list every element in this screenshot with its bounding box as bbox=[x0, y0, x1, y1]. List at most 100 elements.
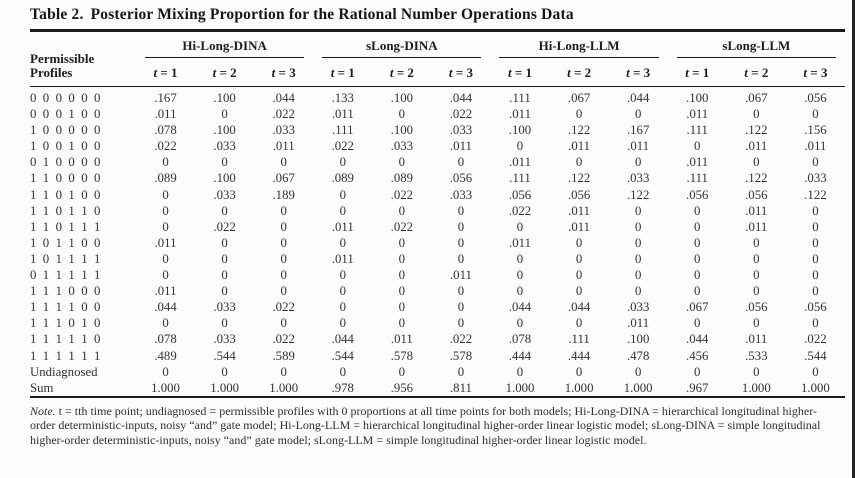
proportion-value-cell: 0 bbox=[753, 235, 760, 250]
proportion-value-cell: 0 bbox=[575, 155, 583, 170]
proportion-value-cell: .067 bbox=[567, 91, 591, 105]
proportion-value-cell: .122 bbox=[567, 171, 591, 186]
table-row: 0 1 1 1 1 1 0 0 0 0 0 .011 0 0 0 0 0 0 bbox=[30, 267, 845, 283]
proportion-value-cell: .033 bbox=[213, 139, 236, 154]
table-row: 0 0 0 0 0 0 .167 .100 .044 .133 .100 .044 .111.… bbox=[30, 87, 845, 107]
proportion-value-cell: .100 bbox=[508, 123, 532, 138]
table-row: 1 1 0 0 0 0 .089 .100 .067 .089 .089 .056 .111.… bbox=[30, 170, 845, 186]
proportion-value-cell: .589 bbox=[272, 348, 295, 363]
t-variable: t bbox=[567, 65, 571, 80]
proportion-value-cell: .100 bbox=[213, 171, 236, 186]
proportion-value-cell: .011 bbox=[686, 107, 709, 122]
proportion-value-cell: 0 bbox=[162, 203, 169, 218]
proportion-value-cell: .100 bbox=[686, 91, 709, 105]
t-variable: t bbox=[330, 65, 335, 80]
proportion-value-cell: .533 bbox=[745, 348, 768, 363]
proportion-value-cell: 0 bbox=[162, 155, 169, 170]
table-number-label: Table 2. bbox=[30, 6, 84, 23]
group-header-slong-llm: sLong-LLM bbox=[668, 32, 845, 58]
profile-cell: 1 1 1 0 1 0 bbox=[30, 316, 102, 331]
proportion-value-cell: .022 bbox=[390, 219, 414, 234]
proportion-value-cell: 0 bbox=[457, 235, 465, 250]
proportion-value-cell: .111 bbox=[686, 123, 708, 138]
profile-cell: 0 1 0 0 0 0 bbox=[30, 155, 102, 170]
proportion-value-cell: .011 bbox=[745, 139, 768, 154]
time-point-header: t = 3 bbox=[431, 58, 491, 87]
note-lead: Note. bbox=[30, 403, 56, 418]
time-point-header: t = 3 bbox=[254, 58, 314, 87]
proportion-value-cell: 0 bbox=[516, 251, 524, 266]
proportion-value-cell: 0 bbox=[162, 219, 169, 234]
group-header-row: Permissible Profiles Hi-Long-DINA sLong-D… bbox=[30, 32, 845, 87]
proportion-value-cell: 0 bbox=[398, 300, 406, 315]
proportion-value-cell: .044 bbox=[449, 91, 473, 105]
proportion-value-cell: .011 bbox=[568, 203, 591, 218]
proportion-value-cell: 0 bbox=[634, 219, 642, 234]
profile-cell: 1 1 1 1 0 0 bbox=[30, 300, 102, 315]
profile-cell: 0 1 1 1 1 1 bbox=[30, 268, 102, 283]
proportion-value-cell: 0 bbox=[812, 107, 819, 122]
profile-cell: 1 0 0 1 0 0 bbox=[30, 139, 102, 154]
proportion-value-cell: .056 bbox=[745, 300, 768, 315]
proportion-value-cell: .033 bbox=[213, 300, 236, 315]
proportion-value-cell: 0 bbox=[575, 251, 583, 266]
proportion-value-cell: 1.000 bbox=[210, 380, 240, 395]
profile-cell: 1 1 1 1 1 0 bbox=[30, 332, 102, 347]
profiles-column-header: Permissible Profiles bbox=[30, 32, 136, 87]
proportion-value-cell: 0 bbox=[457, 219, 465, 234]
proportion-value-cell: 0 bbox=[694, 251, 701, 266]
proportion-value-cell: 0 bbox=[162, 251, 169, 266]
proportion-value-cell: 0 bbox=[457, 300, 465, 315]
proportion-value-cell: .056 bbox=[508, 187, 532, 202]
proportion-value-cell: 0 bbox=[694, 364, 701, 379]
proportion-value-cell: .544 bbox=[331, 348, 354, 363]
t-variable: t bbox=[271, 65, 276, 80]
proportion-value-cell: 0 bbox=[162, 268, 169, 283]
profile-cell: Undiagnosed bbox=[30, 364, 98, 379]
proportion-value-cell: 0 bbox=[339, 284, 346, 299]
proportion-value-cell: .189 bbox=[272, 187, 295, 202]
proportion-value-cell: .011 bbox=[449, 268, 472, 283]
proportion-value-cell: 0 bbox=[634, 268, 642, 283]
proportion-value-cell: .011 bbox=[568, 139, 591, 154]
proportion-value-cell: .544 bbox=[804, 348, 827, 363]
proportion-value-cell: 0 bbox=[694, 235, 701, 250]
table-note: Note. t = tth time point; undiagnosed = … bbox=[30, 404, 842, 448]
proportion-value-cell: 0 bbox=[516, 219, 524, 234]
title-rule bbox=[30, 29, 845, 32]
proportion-value-cell: 0 bbox=[280, 203, 287, 218]
proportion-value-cell: .011 bbox=[745, 219, 768, 234]
proportion-value-cell: 0 bbox=[457, 364, 465, 379]
proportion-value-cell: 0 bbox=[812, 268, 819, 283]
proportion-value-cell: 0 bbox=[812, 251, 819, 266]
profile-cell: 1 1 1 0 0 0 bbox=[30, 284, 102, 299]
group-header-hi-long-llm: Hi-Long-LLM bbox=[490, 32, 667, 58]
proportion-value-cell: 0 bbox=[457, 155, 465, 170]
proportion-value-cell: .044 bbox=[272, 91, 295, 105]
proportion-value-cell: .578 bbox=[449, 348, 473, 363]
time-point-header: t = 2 bbox=[195, 58, 255, 87]
profile-cell: 1 0 0 0 0 0 bbox=[30, 123, 102, 138]
proportion-value-cell: 0 bbox=[339, 155, 346, 170]
proportion-value-cell: 0 bbox=[694, 139, 701, 154]
table-row: 1 1 0 1 1 1 0 .022 0 .011 .022 0 0 .011 0 0 .011 0 bbox=[30, 219, 845, 235]
table-container: Table 2. Posterior Mixing Proportion for … bbox=[30, 6, 845, 447]
proportion-value-cell: 0 bbox=[634, 203, 642, 218]
proportion-value-cell: 1.000 bbox=[505, 380, 535, 395]
proportion-value-cell: .444 bbox=[508, 348, 532, 363]
proportion-value-cell: 0 bbox=[516, 364, 524, 379]
proportion-value-cell: .956 bbox=[390, 380, 414, 395]
proportion-value-cell: 0 bbox=[280, 251, 287, 266]
proportion-value-cell: 0 bbox=[812, 219, 819, 234]
proportion-value-cell: .011 bbox=[627, 316, 650, 331]
proportion-value-cell: 0 bbox=[753, 364, 760, 379]
proportion-value-cell: 0 bbox=[398, 284, 406, 299]
proportion-value-cell: .011 bbox=[331, 107, 354, 122]
proportion-value-cell: .811 bbox=[449, 380, 472, 395]
proportion-value-cell: .011 bbox=[272, 139, 295, 154]
t-variable: t bbox=[803, 65, 808, 80]
proportion-value-cell: 0 bbox=[575, 235, 583, 250]
proportion-value-cell: 0 bbox=[398, 107, 406, 122]
proportion-value-cell: .022 bbox=[154, 139, 177, 154]
profile-cell: 1 1 1 1 1 1 bbox=[30, 348, 102, 363]
